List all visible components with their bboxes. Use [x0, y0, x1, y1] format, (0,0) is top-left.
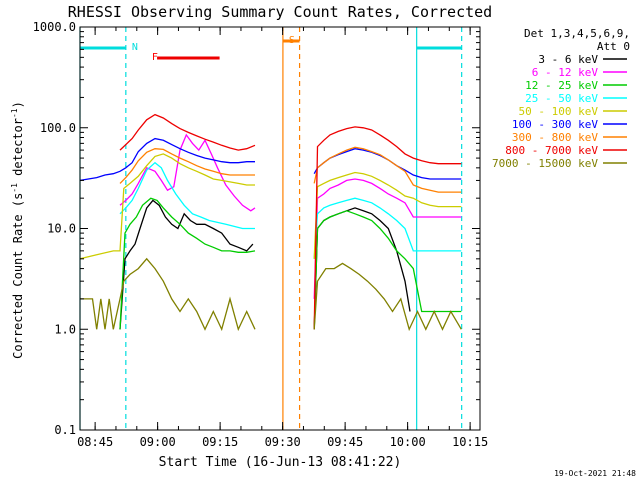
- series-line: [79, 153, 462, 260]
- x-tick-label: 10:15: [452, 435, 488, 449]
- axes: 1000.0 100.0 10.0 1.0 0.108:45 09:00 09:15 09:3…: [33, 20, 489, 449]
- plot-area: N F S: [79, 27, 463, 430]
- y-axis-label-text: Corrected Count Rate (s: [11, 193, 25, 359]
- x-axis-label: Start Time (16-Jun-13 08:41:22): [159, 455, 402, 470]
- series-line: [79, 137, 462, 182]
- x-tick-label: 09:00: [140, 435, 176, 449]
- y-tick-label: 1000.0: [33, 20, 76, 34]
- y-tick-label: 1.0: [54, 322, 76, 336]
- y-axis-label: Corrected Count Rate (s-1 detector-1): [10, 101, 25, 359]
- y-axis-label-close: ): [11, 101, 25, 108]
- legend-entry-label: 25 - 50 keV: [525, 92, 598, 105]
- x-tick-label: 09:30: [265, 435, 301, 449]
- x-tick-label: 09:15: [202, 435, 238, 449]
- state-label: F: [152, 52, 158, 63]
- series-line: [119, 146, 462, 193]
- legend-entry-label: 3 - 6 keV: [538, 53, 598, 66]
- series-line: [119, 199, 411, 330]
- generation-date: 19-Oct-2021 21:48: [554, 469, 636, 478]
- legend-entry-label: 12 - 25 keV: [525, 79, 598, 92]
- chart-title: RHESSI Observing Summary Count Rates, Co…: [68, 3, 492, 21]
- series-line: [119, 113, 462, 330]
- svg-text:Corrected Count Rate (s-1 dete: Corrected Count Rate (s-1 detector-1): [10, 101, 25, 359]
- legend-entry-label: 50 - 100 keV: [519, 105, 599, 118]
- state-label: S: [289, 35, 295, 46]
- legend-header-attenuator: Att 0: [597, 40, 630, 53]
- y-axis-label-unit: detector: [11, 118, 25, 183]
- legend-entry-label: 6 - 12 keV: [532, 66, 599, 79]
- y-axis-label-sup-2: -1: [10, 108, 19, 118]
- series-line: [119, 133, 462, 299]
- legend-entry-label: 100 - 300 keV: [512, 118, 598, 131]
- legend-entry-label: 800 - 7000 keV: [505, 144, 598, 157]
- y-tick-label: 10.0: [47, 222, 76, 236]
- y-tick-label: 0.1: [54, 423, 76, 437]
- y-tick-label: 100.0: [40, 121, 76, 135]
- series-line: [119, 161, 462, 259]
- x-tick-label: 09:45: [327, 435, 363, 449]
- legend-entry-label: 7000 - 15000 keV: [492, 157, 598, 170]
- x-tick-label: 08:45: [77, 435, 113, 449]
- series-line: [119, 197, 462, 330]
- state-label: N: [132, 42, 138, 53]
- legend-header: Det 1,3,4,5,6,9,: [524, 27, 630, 40]
- y-axis-label-sup: -1: [10, 183, 19, 193]
- legend-entry-label: 300 - 800 keV: [512, 131, 598, 144]
- x-tick-label: 10:00: [390, 435, 426, 449]
- series-line: [80, 257, 462, 332]
